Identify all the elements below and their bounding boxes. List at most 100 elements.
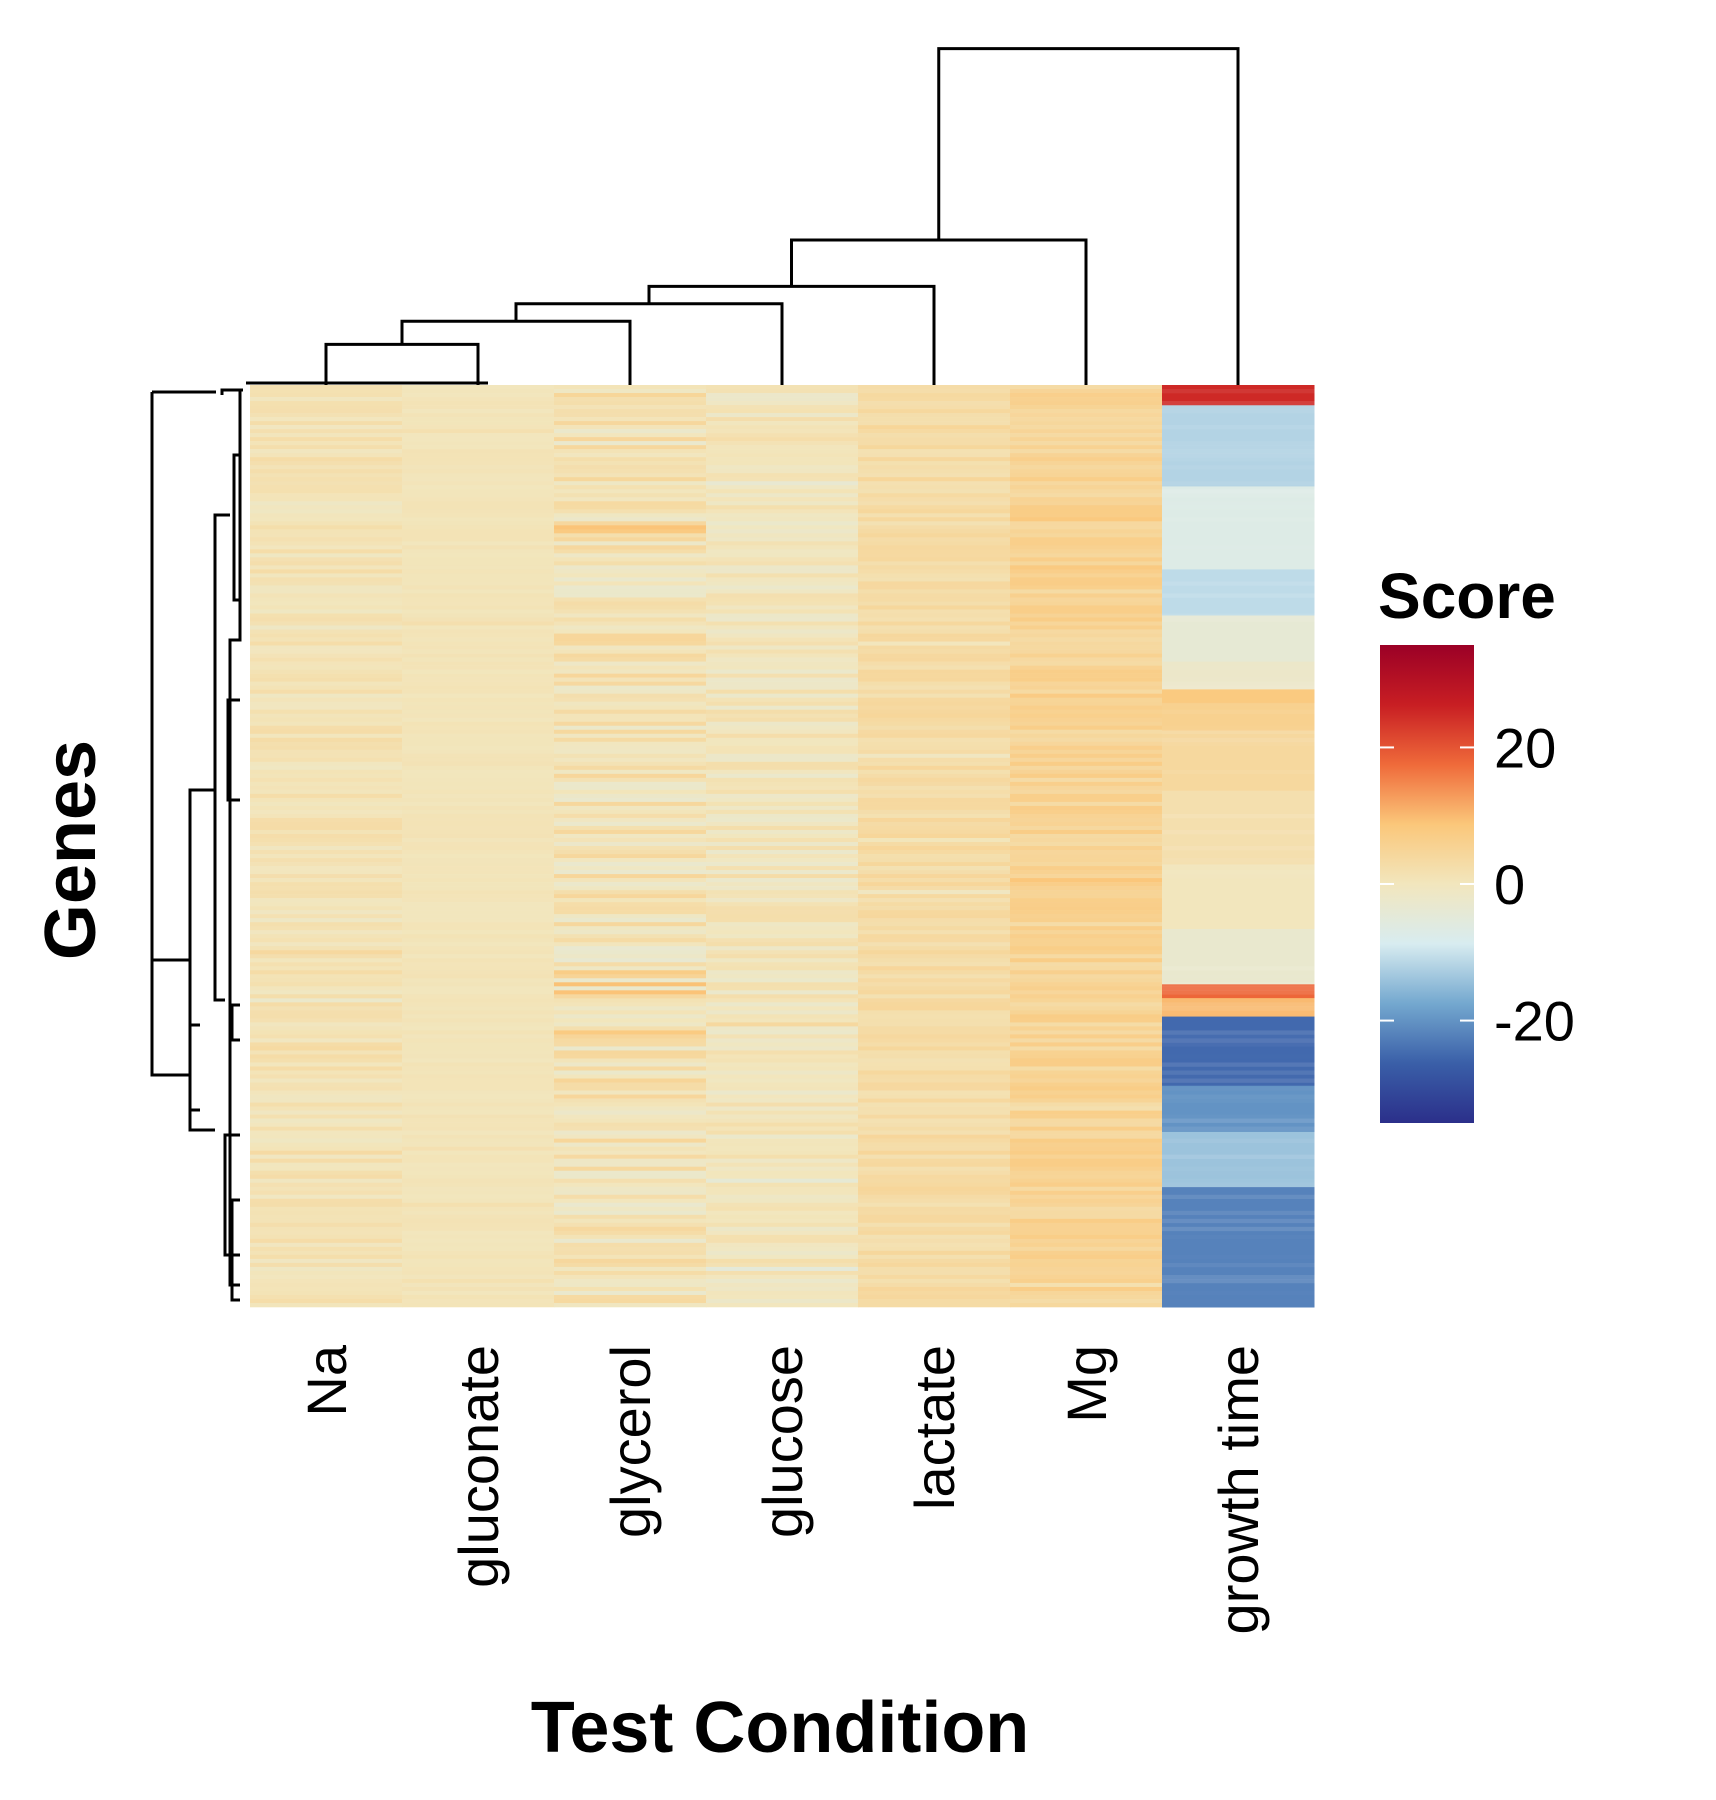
heatmap-cell bbox=[706, 1130, 859, 1135]
heatmap-cell bbox=[706, 397, 859, 402]
heatmap-cell bbox=[402, 954, 555, 959]
heatmap-cell bbox=[554, 902, 707, 907]
heatmap-cell bbox=[554, 1030, 707, 1035]
heatmap-cell bbox=[1162, 769, 1315, 775]
heatmap-cell bbox=[706, 958, 859, 963]
heatmap-cell bbox=[858, 1262, 1011, 1268]
heatmap-cell bbox=[858, 1230, 1011, 1236]
heatmap-cell bbox=[250, 537, 403, 542]
heatmap-cell bbox=[554, 401, 707, 406]
heatmap-cell bbox=[1162, 1094, 1315, 1099]
heatmap-cell bbox=[250, 1130, 403, 1135]
heatmap-cell bbox=[1010, 785, 1163, 791]
heatmap-cell bbox=[250, 709, 403, 715]
heatmap-cell bbox=[250, 874, 403, 879]
heatmap-cell bbox=[706, 1174, 859, 1180]
heatmap-cell bbox=[706, 1214, 859, 1220]
legend-color-bar bbox=[1380, 645, 1474, 1123]
heatmap-cell bbox=[706, 769, 859, 775]
heatmap-cell bbox=[554, 894, 707, 899]
heatmap-cell bbox=[1162, 1118, 1315, 1123]
heatmap-cell bbox=[858, 597, 1011, 602]
heatmap-cell bbox=[858, 529, 1011, 534]
heatmap-cell bbox=[402, 1046, 555, 1051]
heatmap-cell bbox=[402, 886, 555, 891]
heatmap-cell bbox=[402, 1122, 555, 1127]
heatmap-cell bbox=[250, 982, 403, 987]
heatmap-cell bbox=[402, 1094, 555, 1099]
heatmap-cell bbox=[402, 505, 555, 510]
heatmap-cell bbox=[706, 537, 859, 542]
heatmap-cell bbox=[250, 1050, 403, 1055]
heatmap-cell bbox=[858, 421, 1011, 426]
heatmap-cell bbox=[858, 1090, 1011, 1095]
heatmap-cell bbox=[402, 681, 555, 686]
heatmap-cell bbox=[554, 922, 707, 927]
heatmap-cell bbox=[250, 846, 403, 851]
heatmap-cell bbox=[554, 1286, 707, 1292]
heatmap-cell bbox=[1162, 613, 1315, 618]
heatmap-cell bbox=[858, 769, 1011, 775]
heatmap-cell bbox=[858, 1158, 1011, 1163]
heatmap-cell bbox=[402, 717, 555, 723]
heatmap-cell bbox=[706, 757, 859, 763]
heatmap-cell bbox=[250, 1178, 403, 1184]
heatmap-cell bbox=[402, 1242, 555, 1248]
heatmap-cell bbox=[1162, 1182, 1315, 1188]
heatmap-cell bbox=[1162, 813, 1315, 819]
heatmap-cell bbox=[554, 1174, 707, 1180]
heatmap-cell bbox=[858, 693, 1011, 698]
heatmap-cell bbox=[250, 637, 403, 642]
heatmap-cell bbox=[858, 465, 1011, 470]
heatmap-cell bbox=[402, 874, 555, 879]
heatmap-cell bbox=[1010, 437, 1163, 442]
heatmap-cell bbox=[1162, 489, 1315, 494]
heatmap-cell bbox=[1162, 689, 1315, 704]
heatmap-cell bbox=[250, 1226, 403, 1232]
heatmap-cell bbox=[858, 493, 1011, 498]
heatmap-cell bbox=[554, 681, 707, 686]
heatmap-cell bbox=[250, 1058, 403, 1063]
heatmap-cell bbox=[1010, 938, 1163, 943]
heatmap-cell bbox=[554, 565, 707, 570]
heatmap-cell bbox=[706, 413, 859, 418]
heatmap-cell bbox=[858, 589, 1011, 594]
heatmap-cell bbox=[402, 962, 555, 967]
heatmap-cell bbox=[554, 797, 707, 803]
heatmap-cell bbox=[402, 1130, 555, 1135]
heatmap-cell bbox=[402, 525, 555, 530]
heatmap-cell bbox=[402, 1166, 555, 1172]
heatmap-cell bbox=[250, 906, 403, 911]
heatmap-cell bbox=[554, 946, 707, 951]
heatmap-cell bbox=[706, 677, 859, 682]
heatmap-cell bbox=[250, 701, 403, 706]
column-dendrogram bbox=[246, 47, 1240, 385]
heatmap-cell bbox=[1162, 1179, 1315, 1183]
heatmap-cell bbox=[554, 601, 707, 606]
heatmap-cell bbox=[706, 1162, 859, 1167]
heatmap-cell bbox=[250, 1162, 403, 1167]
heatmap-cell bbox=[1010, 1126, 1163, 1131]
heatmap-cell bbox=[250, 597, 403, 602]
heatmap-cell bbox=[858, 709, 1011, 715]
heatmap-cell bbox=[1010, 1146, 1163, 1151]
heatmap-cell bbox=[554, 850, 707, 855]
heatmap-cell bbox=[250, 1038, 403, 1043]
heatmap-cell bbox=[1162, 1078, 1315, 1083]
heatmap-cell bbox=[858, 850, 1011, 855]
heatmap-cell bbox=[250, 837, 403, 843]
heatmap-cell bbox=[858, 1166, 1011, 1172]
heatmap-cell bbox=[554, 1166, 707, 1172]
heatmap-cell bbox=[402, 433, 555, 438]
heatmap-cell bbox=[554, 793, 707, 799]
heatmap-cell bbox=[402, 721, 555, 727]
heatmap-cell bbox=[858, 513, 1011, 518]
heatmap-cell bbox=[250, 994, 403, 999]
heatmap-cell bbox=[402, 761, 555, 767]
heatmap-cell bbox=[1162, 1016, 1315, 1087]
heatmap-cell bbox=[250, 657, 403, 662]
heatmap-cell bbox=[1010, 621, 1163, 626]
heatmap-cell bbox=[1162, 654, 1315, 658]
heatmap-cell bbox=[858, 629, 1011, 634]
heatmap-cell bbox=[1010, 601, 1163, 606]
